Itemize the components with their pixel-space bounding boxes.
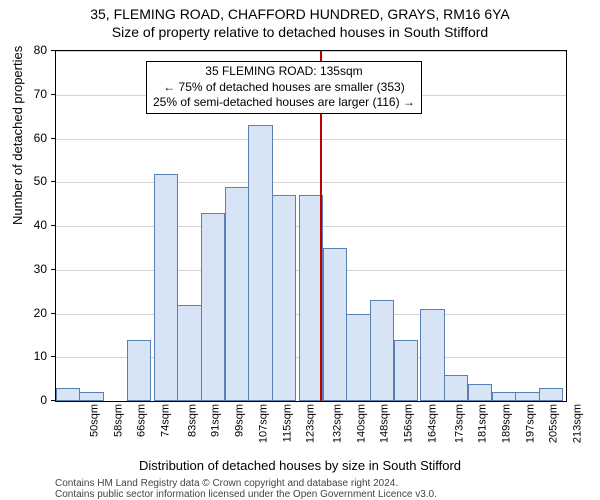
y-tick-label: 60	[34, 131, 47, 145]
y-tick-label: 40	[34, 218, 47, 232]
annotation-line1: 35 FLEMING ROAD: 135sqm	[153, 64, 415, 80]
x-tick-label: 99sqm	[234, 404, 246, 459]
x-tick-label: 213sqm	[572, 404, 584, 459]
footer-attribution: Contains HM Land Registry data © Crown c…	[55, 478, 437, 500]
x-tick-label: 74sqm	[160, 404, 172, 459]
y-ticks: 01020304050607080	[0, 50, 55, 400]
histogram-bar	[201, 213, 225, 401]
histogram-bar	[468, 384, 492, 402]
gridline	[56, 51, 566, 52]
annotation-line2: ← 75% of detached houses are smaller (35…	[153, 80, 415, 96]
histogram-bar	[444, 375, 468, 401]
y-tick-label: 70	[34, 87, 47, 101]
gridline	[56, 139, 566, 140]
y-tick-label: 50	[34, 174, 47, 188]
x-tick-label: 164sqm	[426, 404, 438, 459]
histogram-bar	[225, 187, 249, 401]
x-tick-label: 189sqm	[501, 404, 513, 459]
x-tick-label: 197sqm	[524, 404, 536, 459]
x-tick-label: 148sqm	[379, 404, 391, 459]
x-ticks: 50sqm58sqm66sqm74sqm83sqm91sqm99sqm107sq…	[55, 400, 565, 455]
y-tick-label: 20	[34, 306, 47, 320]
chart-container: 35, FLEMING ROAD, CHAFFORD HUNDRED, GRAY…	[0, 0, 600, 500]
chart-title-line1: 35, FLEMING ROAD, CHAFFORD HUNDRED, GRAY…	[0, 6, 600, 22]
footer-line2: Contains public sector information licen…	[55, 489, 437, 500]
histogram-bar	[420, 309, 444, 401]
histogram-bar	[154, 174, 178, 402]
histogram-bar	[127, 340, 151, 401]
x-tick-label: 156sqm	[403, 404, 415, 459]
histogram-bar	[177, 305, 201, 401]
x-tick-label: 205sqm	[548, 404, 560, 459]
histogram-bar	[370, 300, 394, 401]
x-tick-label: 66sqm	[136, 404, 148, 459]
annotation-box: 35 FLEMING ROAD: 135sqm← 75% of detached…	[146, 61, 422, 114]
histogram-bar	[323, 248, 347, 401]
x-tick-label: 58sqm	[112, 404, 124, 459]
x-tick-label: 83sqm	[186, 404, 198, 459]
x-tick-label: 115sqm	[281, 404, 293, 459]
x-tick-label: 140sqm	[355, 404, 367, 459]
histogram-bar	[346, 314, 370, 402]
x-tick-label: 91sqm	[210, 404, 222, 459]
gridline	[56, 182, 566, 183]
x-tick-label: 132sqm	[332, 404, 344, 459]
histogram-bar	[272, 195, 296, 401]
histogram-bar	[248, 125, 272, 401]
y-tick-label: 10	[34, 349, 47, 363]
annotation-line3: 25% of semi-detached houses are larger (…	[153, 95, 415, 111]
x-tick-label: 123sqm	[305, 404, 317, 459]
footer-line1: Contains HM Land Registry data © Crown c…	[55, 478, 437, 489]
x-axis-title: Distribution of detached houses by size …	[0, 458, 600, 473]
chart-title-line2: Size of property relative to detached ho…	[0, 24, 600, 40]
histogram-bar	[394, 340, 418, 401]
y-tick-label: 80	[34, 43, 47, 57]
x-tick-label: 173sqm	[453, 404, 465, 459]
y-tick-label: 0	[40, 393, 47, 407]
y-tick-label: 30	[34, 262, 47, 276]
x-tick-label: 181sqm	[477, 404, 489, 459]
plot-area: 35 FLEMING ROAD: 135sqm← 75% of detached…	[55, 50, 567, 402]
x-tick-label: 50sqm	[88, 404, 100, 459]
x-tick-label: 107sqm	[257, 404, 269, 459]
